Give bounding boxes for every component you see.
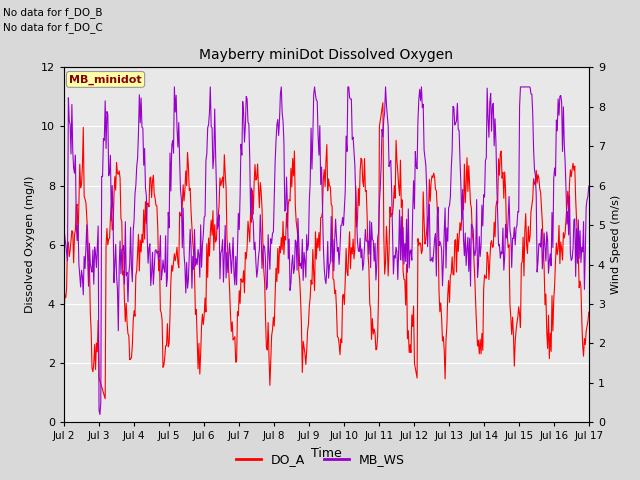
Title: Mayberry miniDot Dissolved Oxygen: Mayberry miniDot Dissolved Oxygen [200,48,453,62]
Text: No data for f_DO_B: No data for f_DO_B [3,7,102,18]
Text: MB_minidot: MB_minidot [69,74,142,84]
Y-axis label: Dissolved Oxygen (mg/l): Dissolved Oxygen (mg/l) [26,176,35,313]
Y-axis label: Wind Speed (m/s): Wind Speed (m/s) [611,195,621,294]
Legend: DO_A, MB_WS: DO_A, MB_WS [230,448,410,471]
X-axis label: Time: Time [311,447,342,460]
Text: No data for f_DO_C: No data for f_DO_C [3,22,103,33]
